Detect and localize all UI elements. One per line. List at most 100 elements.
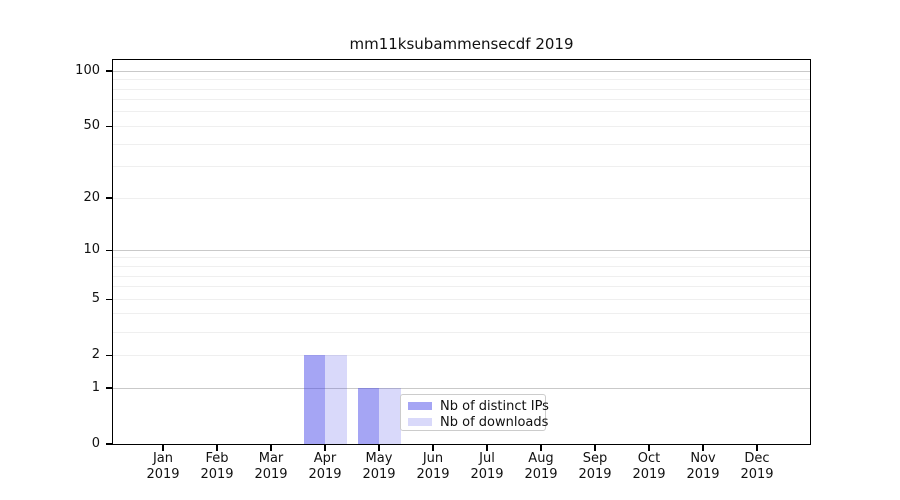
gridline-minor	[113, 166, 810, 168]
gridline-minor	[113, 313, 810, 315]
x-tick-label-month: Jun	[422, 451, 444, 466]
gridline-minor	[113, 79, 810, 81]
x-tick-label-month: Jul	[479, 451, 495, 466]
legend: Nb of distinct IPs Nb of downloads	[400, 394, 549, 431]
x-tick-label-year: 2019	[470, 467, 504, 482]
y-tick-label: 1	[91, 380, 100, 395]
gridline-minor	[113, 111, 810, 113]
x-tick-label: Jan 2019	[131, 451, 195, 483]
y-tick-label: 0	[91, 436, 100, 451]
chart-title: mm11ksubammensecdf 2019	[349, 35, 574, 53]
y-tick-label: 2	[91, 347, 100, 363]
x-tick-mark	[432, 445, 434, 452]
x-tick-label-month: Oct	[637, 451, 661, 466]
x-tick-mark	[216, 445, 218, 452]
x-tick-label-year: 2019	[632, 467, 666, 482]
x-tick-label-month: Feb	[205, 451, 229, 466]
y-tick-label: 100	[75, 63, 100, 79]
x-tick-label: Oct 2019	[617, 451, 681, 483]
bar-distinct-ips-may	[357, 388, 379, 444]
spine-bottom	[111, 444, 812, 446]
gridline-major	[113, 249, 810, 251]
x-tick-label-month: Aug	[528, 451, 554, 466]
gridline-major	[113, 387, 810, 389]
y-tick-mark	[106, 387, 112, 389]
x-tick-label-month: Jan	[152, 451, 174, 466]
spine-left	[111, 58, 113, 446]
gridline-minor	[113, 331, 810, 333]
x-tick-label-year: 2019	[524, 467, 558, 482]
y-tick-mark	[106, 354, 112, 356]
gridline-minor	[113, 88, 810, 90]
bar-distinct-ips-apr	[303, 355, 325, 444]
x-tick-label: Apr 2019	[293, 451, 357, 483]
x-tick-label-year: 2019	[740, 467, 774, 482]
x-tick-mark	[594, 445, 596, 452]
x-tick-label-year: 2019	[308, 467, 342, 482]
x-tick-mark	[270, 445, 272, 452]
gridline-minor	[113, 99, 810, 101]
x-tick-mark	[486, 445, 488, 452]
x-tick-label: Jul 2019	[455, 451, 519, 483]
x-tick-mark	[648, 445, 650, 452]
gridline-labeled	[113, 125, 810, 127]
gridline-labeled	[113, 197, 810, 199]
legend-swatch-downloads-icon	[408, 418, 432, 426]
y-tick-label: 20	[83, 190, 100, 206]
legend-entry-distinct-ips: Nb of distinct IPs	[408, 398, 549, 414]
x-tick-label-year: 2019	[146, 467, 180, 482]
x-tick-label: Aug 2019	[509, 451, 573, 483]
x-tick-label-year: 2019	[416, 467, 450, 482]
x-tick-mark	[378, 445, 380, 452]
x-tick-label: Feb 2019	[185, 451, 249, 483]
y-tick-mark	[106, 249, 112, 251]
gridline-minor	[113, 257, 810, 259]
legend-entry-downloads: Nb of downloads	[408, 414, 549, 430]
y-tick-mark	[106, 443, 112, 445]
gridline-minor	[113, 275, 810, 277]
legend-label-distinct-ips: Nb of distinct IPs	[440, 398, 549, 414]
y-tick-mark	[106, 70, 112, 72]
x-tick-label: Dec 2019	[725, 451, 789, 483]
legend-label-downloads: Nb of downloads	[440, 414, 549, 430]
x-tick-mark	[540, 445, 542, 452]
x-tick-label-month: May	[365, 451, 393, 466]
x-tick-mark	[702, 445, 704, 452]
x-tick-label: Jun 2019	[401, 451, 465, 483]
gridline-minor	[113, 143, 810, 145]
y-tick-mark	[106, 298, 112, 300]
bar-downloads-may	[379, 388, 401, 444]
spine-right	[810, 58, 812, 446]
x-tick-mark	[324, 445, 326, 452]
x-tick-label-month: Sep	[582, 451, 608, 466]
x-tick-mark	[162, 445, 164, 452]
x-tick-label-month: Nov	[690, 451, 716, 466]
gridline-major	[113, 70, 810, 72]
legend-swatch-distinct-ips-icon	[408, 402, 432, 410]
gridline-minor	[113, 286, 810, 288]
x-tick-label-month: Apr	[313, 451, 337, 466]
y-tick-mark	[106, 125, 112, 128]
x-tick-label: Nov 2019	[671, 451, 735, 483]
x-tick-label-month: Dec	[744, 451, 770, 466]
x-tick-mark	[756, 445, 758, 452]
x-tick-label-year: 2019	[362, 467, 396, 482]
x-tick-label-year: 2019	[578, 467, 612, 482]
x-tick-label: May 2019	[347, 451, 411, 483]
bar-downloads-apr	[325, 355, 347, 444]
spine-top	[111, 58, 812, 60]
y-tick-mark	[106, 197, 112, 199]
gridline-labeled	[113, 354, 810, 356]
y-tick-label: 5	[91, 291, 100, 307]
x-tick-label-year: 2019	[200, 467, 234, 482]
x-tick-label-year: 2019	[254, 467, 288, 482]
y-tick-label: 10	[83, 242, 100, 258]
gridline-minor	[113, 266, 810, 267]
x-tick-label: Sep 2019	[563, 451, 627, 483]
x-tick-label-year: 2019	[686, 467, 720, 482]
x-tick-label-month: Mar	[258, 451, 284, 466]
x-tick-label: Mar 2019	[239, 451, 303, 483]
y-tick-label: 50	[83, 118, 100, 134]
gridline-labeled	[113, 298, 810, 300]
